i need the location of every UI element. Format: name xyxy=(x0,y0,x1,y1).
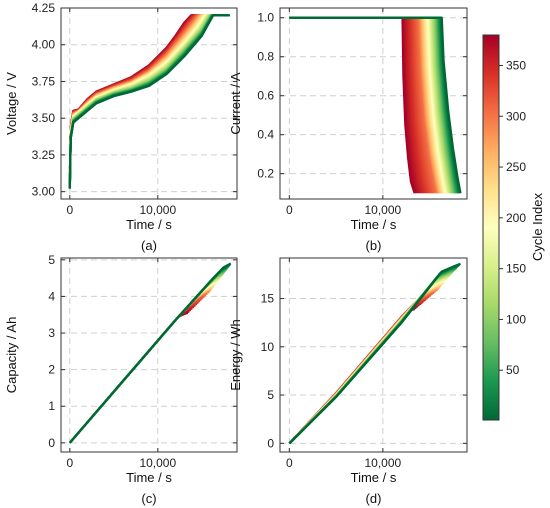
chart-panel-4: 0 10,000 0 5 10 15 Time / s Energy / Wh (d) xyxy=(228,257,468,506)
colorbar: 50 100 150 200 250 300 350 Cycle Index xyxy=(482,34,545,421)
y-tick-label: 1.0 xyxy=(257,11,274,25)
series-group xyxy=(289,16,462,194)
y-tick-label: 5 xyxy=(48,253,55,267)
y-tick-label: 3.50 xyxy=(32,111,56,125)
series-group xyxy=(288,262,461,445)
y-tick-label: 2 xyxy=(48,363,55,377)
y-tick-label: 4.25 xyxy=(32,1,56,15)
x-tick-label: 0 xyxy=(286,456,293,470)
x-axis-label: Time / s xyxy=(351,470,397,485)
x-tick-label: 10,000 xyxy=(139,456,176,470)
series-line xyxy=(289,16,416,194)
plot-frame xyxy=(60,257,238,453)
series-line xyxy=(289,16,419,194)
y-tick-label: 15 xyxy=(261,292,275,306)
plot-frame xyxy=(279,7,468,200)
plot-frame xyxy=(60,7,238,200)
series-line xyxy=(289,16,462,194)
x-tick-label: 10,000 xyxy=(364,203,401,217)
y-tick-label: 4.00 xyxy=(32,38,56,52)
colorbar-tick-label: 300 xyxy=(506,109,526,123)
y-tick-label: 3.25 xyxy=(32,148,56,162)
series-line xyxy=(68,14,230,189)
y-tick-label: 3 xyxy=(48,326,55,340)
x-axis-label: Time / s xyxy=(351,217,397,232)
plot-frame xyxy=(279,257,468,453)
y-tick-label: 5 xyxy=(267,388,274,402)
y-tick-label: 3.75 xyxy=(32,74,56,88)
colorbar-tick-label: 150 xyxy=(506,262,526,276)
series-line xyxy=(288,262,461,445)
colorbar-tick-label: 250 xyxy=(506,160,526,174)
series-line xyxy=(68,262,232,444)
panel-label: (d) xyxy=(366,491,382,506)
panel-label: (b) xyxy=(366,238,382,253)
x-tick-label: 10,000 xyxy=(139,203,176,217)
colorbar-tick-label: 100 xyxy=(506,312,526,326)
x-tick-label: 0 xyxy=(66,456,73,470)
y-axis-label: Capacity / Ah xyxy=(4,317,19,394)
chart-panel-3: 0 10,000 0 1 2 3 4 5 Time / s Capacity / Ah (c) xyxy=(4,253,238,506)
x-tick-label: 0 xyxy=(286,203,293,217)
y-tick-label: 1 xyxy=(48,399,55,413)
panel-label: (c) xyxy=(141,491,156,506)
x-axis-label: Time / s xyxy=(126,217,172,232)
series-group xyxy=(68,14,230,189)
series-line xyxy=(68,14,222,187)
series-group xyxy=(68,262,232,444)
y-axis-label: Current / A xyxy=(228,72,243,134)
x-tick-label: 0 xyxy=(66,203,73,217)
y-axis-label: Energy / Wh xyxy=(228,319,243,391)
colorbar-tick-label: 350 xyxy=(506,58,526,72)
y-tick-label: 0.4 xyxy=(257,128,274,142)
y-tick-label: 0.6 xyxy=(257,89,274,103)
colorbar-gradient xyxy=(482,34,500,421)
colorbar-tick-label: 50 xyxy=(506,363,520,377)
colorbar-label: Cycle Index xyxy=(530,193,545,261)
y-tick-label: 0 xyxy=(48,436,55,450)
series-line xyxy=(289,16,418,194)
y-tick-label: 0.2 xyxy=(257,167,274,181)
y-tick-label: 0.8 xyxy=(257,50,274,64)
x-axis-label: Time / s xyxy=(126,470,172,485)
y-tick-label: 3.00 xyxy=(32,185,56,199)
x-tick-label: 10,000 xyxy=(364,456,401,470)
y-axis-label: Voltage / V xyxy=(4,72,19,135)
y-tick-label: 4 xyxy=(48,289,55,303)
chart-panel-1: 0 10,000 3.00 3.25 3.50 3.75 4.00 4.25 Time / s V… xyxy=(4,1,238,253)
series-line xyxy=(289,16,423,194)
y-tick-label: 10 xyxy=(261,340,275,354)
panel-label: (a) xyxy=(141,238,157,253)
series-line xyxy=(289,16,421,194)
colorbar-tick-label: 200 xyxy=(506,211,526,225)
y-tick-label: 0 xyxy=(267,436,274,450)
chart-panel-2: 0 10,000 0.2 0.4 0.6 0.8 1.0 Time / s Current / … xyxy=(228,7,468,253)
